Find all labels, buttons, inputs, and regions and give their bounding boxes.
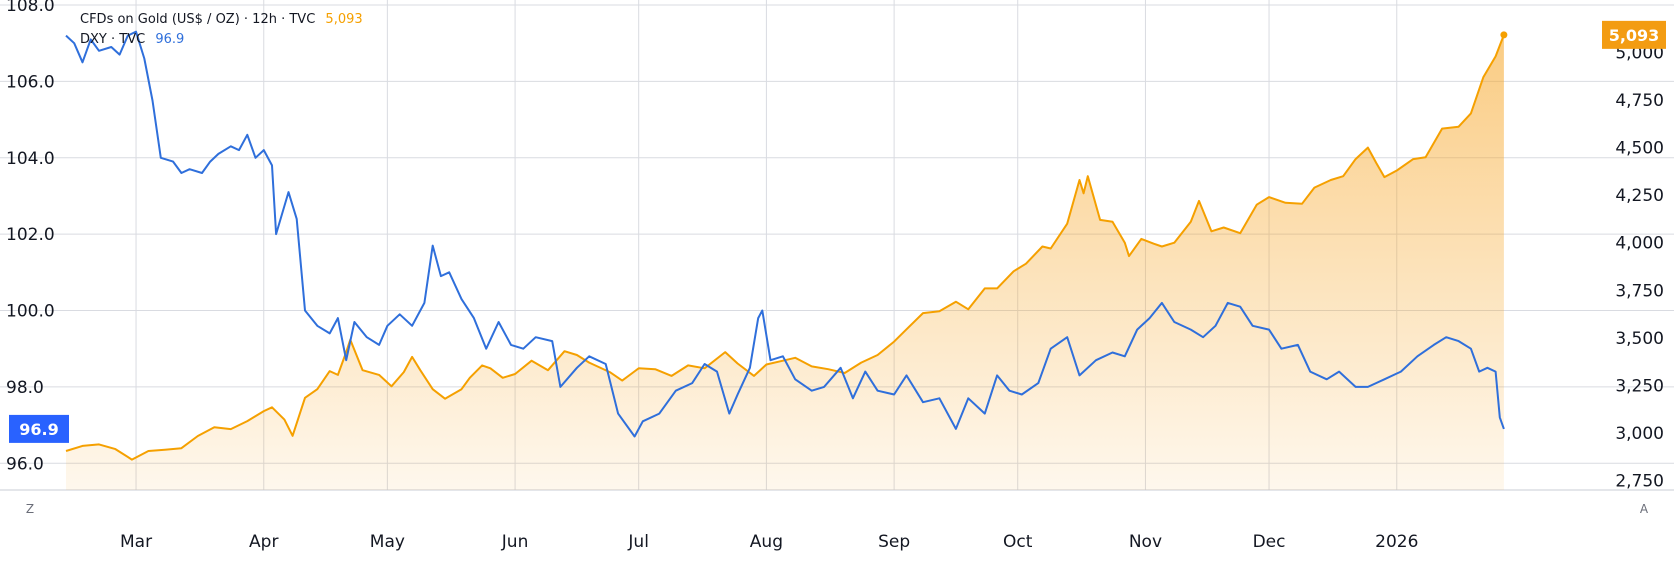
right-axis-tick-label: 4,750 — [1615, 91, 1664, 111]
right-axis-tick-label: 3,000 — [1615, 424, 1664, 444]
legend: CFDs on Gold (US$ / OZ) · 12h · TVC 5,09… — [80, 10, 363, 50]
gold-last-point — [1500, 31, 1508, 39]
left-axis-tick-label: 96.0 — [6, 454, 44, 474]
gold-area-layer — [66, 34, 1504, 491]
dxy-series-line — [65, 30, 1505, 438]
x-axis-tick-label: Jun — [501, 532, 529, 552]
x-axis: Mar Apr May Jun Jul Aug Sep Oct Nov Dec 2026 — [120, 532, 1418, 552]
x-axis-tick-label: Oct — [1003, 532, 1033, 552]
x-axis-tick-label: May — [370, 532, 405, 552]
x-axis-tick-label: Apr — [249, 532, 278, 552]
legend-dxy-value: 96.9 — [155, 32, 185, 47]
legend-gold-label: CFDs on Gold (US$ / OZ) · 12h · TVC — [80, 12, 316, 27]
right-axis-tick-label: 4,000 — [1615, 234, 1664, 254]
dxy-last-value-text: 96.9 — [19, 420, 58, 439]
x-axis-tick-label: Mar — [120, 532, 152, 552]
right-y-axis: 2,750 3,000 3,250 3,500 3,750 4,000 4,250 4,500… — [1615, 44, 1664, 492]
right-axis-tick-label: 3,750 — [1615, 281, 1664, 301]
legend-gold[interactable]: CFDs on Gold (US$ / OZ) · 12h · TVC 5,09… — [80, 10, 363, 30]
left-axis-tick-label: 102.0 — [6, 225, 55, 245]
left-axis-tick-label: 108.0 — [6, 0, 55, 16]
right-axis-tick-label: 4,250 — [1615, 186, 1664, 206]
left-y-axis: 96.0 98.0 100.0 102.0 104.0 106.0 108.0 — [6, 0, 55, 474]
last-value-badges: 96.9 5,093 — [9, 20, 1666, 443]
x-axis-tick-label: Nov — [1129, 532, 1162, 552]
left-axis-tick-label: 98.0 — [6, 378, 44, 398]
left-axis-tick-label: 104.0 — [6, 149, 55, 169]
x-axis-tick-label: Aug — [750, 532, 783, 552]
gold-last-value-text: 5,093 — [1609, 26, 1660, 45]
x-axis-tick-label: Sep — [878, 532, 910, 552]
right-axis-tick-label: 3,500 — [1615, 329, 1664, 349]
x-axis-tick-label: Jul — [627, 532, 649, 552]
series-lines — [65, 30, 1508, 461]
corner-a-label[interactable]: A — [1640, 502, 1649, 516]
gold-area-fill — [66, 34, 1504, 491]
x-axis-tick-label: 2026 — [1375, 532, 1418, 552]
corner-z-label[interactable]: Z — [26, 502, 34, 516]
legend-dxy-label: DXY · TVC — [80, 32, 146, 47]
dxy-last-value-badge — [9, 414, 69, 443]
legend-dxy[interactable]: DXY · TVC 96.9 — [80, 30, 363, 50]
gold-last-value-badge — [1602, 20, 1666, 49]
left-axis-tick-label: 106.0 — [6, 72, 55, 92]
left-axis-tick-label: 100.0 — [6, 302, 55, 322]
right-axis-tick-label: 2,750 — [1615, 471, 1664, 491]
legend-gold-value: 5,093 — [325, 12, 363, 27]
gold-series-line — [65, 34, 1505, 461]
x-axis-tick-label: Dec — [1253, 532, 1286, 552]
right-axis-tick-label: 4,500 — [1615, 139, 1664, 159]
right-axis-tick-label: 3,250 — [1615, 376, 1664, 396]
